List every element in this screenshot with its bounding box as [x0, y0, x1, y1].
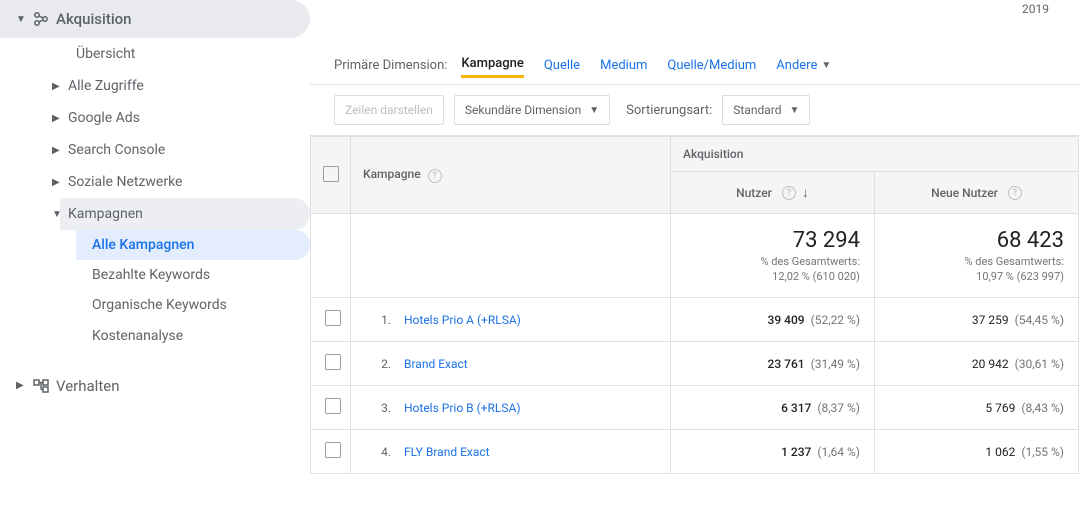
nav-label: Verhalten: [56, 377, 294, 395]
table-row: 3. Hotels Prio B (+RLSA) 6 317(8,37 %) 5…: [311, 386, 1079, 430]
secondary-dimension-button[interactable]: Sekundäre Dimension ▼: [454, 95, 610, 125]
dimension-medium[interactable]: Medium: [600, 58, 647, 73]
users-header[interactable]: Nutzer ? ↓: [671, 172, 875, 214]
nav-item-organische-keywords[interactable]: Organische Keywords: [76, 290, 310, 320]
nav-item-kampagnen[interactable]: Kampagnen: [60, 198, 310, 230]
dimension-quelle-medium[interactable]: Quelle/Medium: [667, 58, 756, 73]
dimension-kampagne[interactable]: Kampagne: [461, 56, 523, 78]
row-checkbox[interactable]: [325, 442, 341, 458]
checkbox-header: [311, 137, 351, 214]
help-icon[interactable]: ?: [428, 169, 442, 183]
dropdown-icon: ▼: [821, 60, 831, 71]
behavior-icon: [32, 377, 56, 395]
row-index: 1.: [365, 313, 391, 327]
total-new-users: 68 423 % des Gesamtwerts: 10,97 % (623 9…: [875, 214, 1079, 298]
chevron-right-icon: [52, 177, 68, 188]
sidebar: ▼ Akquisition Übersicht Alle Zugriffe Go…: [0, 0, 310, 505]
nav-item-label: Alle Kampagnen: [92, 237, 194, 253]
dimension-label: Primäre Dimension:: [334, 58, 447, 73]
nav-item-label: Google Ads: [68, 110, 140, 126]
nav-item-alle-zugriffe[interactable]: Alle Zugriffe: [60, 70, 310, 102]
help-icon[interactable]: ?: [782, 186, 796, 200]
campaign-header[interactable]: Kampagne ?: [351, 137, 671, 214]
nav-item-google-ads[interactable]: Google Ads: [60, 102, 310, 134]
chevron-right-icon: [52, 145, 68, 156]
totals-row: 73 294 % des Gesamtwerts: 12,02 % (610 0…: [311, 214, 1079, 298]
nav-item-label: Übersicht: [76, 46, 135, 62]
nav-item-uebersicht[interactable]: Übersicht: [60, 38, 310, 70]
nav-item-kostenanalyse[interactable]: Kostenanalyse: [76, 321, 310, 351]
nav-item-label: Kampagnen: [68, 206, 143, 222]
header-label: Neue Nutzer: [931, 186, 998, 200]
plot-rows-button[interactable]: Zeilen darstellen: [334, 95, 444, 125]
sort-type-button[interactable]: Standard ▼: [722, 95, 810, 125]
nav-item-label: Alle Zugriffe: [68, 78, 144, 94]
row-index: 3.: [365, 401, 391, 415]
nav-section-akquisition[interactable]: ▼ Akquisition: [0, 0, 310, 38]
table-row: 1. Hotels Prio A (+RLSA) 39 409(52,22 %)…: [311, 298, 1079, 342]
nav-item-soziale-netzwerke[interactable]: Soziale Netzwerke: [60, 166, 310, 198]
button-label: Standard: [733, 103, 781, 117]
button-label: Sekundäre Dimension: [465, 103, 581, 117]
chevron-right-icon: [52, 81, 68, 92]
nav-item-label: Search Console: [68, 142, 165, 158]
dimension-label: Andere: [776, 58, 817, 73]
nav-label: Akquisition: [56, 10, 294, 28]
select-all-checkbox[interactable]: [323, 166, 339, 182]
chevron-right-icon: ▶: [16, 380, 32, 391]
campaign-link[interactable]: Hotels Prio A (+RLSA): [404, 313, 521, 327]
nav-item-bezahlte-keywords[interactable]: Bezahlte Keywords: [76, 260, 310, 290]
help-icon[interactable]: ?: [1008, 186, 1022, 200]
nav-item-label: Kostenanalyse: [92, 328, 183, 344]
header-label: Nutzer: [736, 186, 772, 200]
controls-bar: Zeilen darstellen Sekundäre Dimension ▼ …: [310, 85, 1079, 136]
chevron-down-icon: [52, 209, 68, 220]
nav-section-verhalten[interactable]: ▶ Verhalten: [0, 367, 310, 405]
campaign-link[interactable]: Brand Exact: [404, 357, 468, 371]
row-checkbox[interactable]: [325, 398, 341, 414]
table-row: 4. FLY Brand Exact 1 237(1,64 %) 1 062(1…: [311, 430, 1079, 474]
report-table: Kampagne ? Akquisition Nutzer ? ↓: [310, 136, 1079, 474]
nav-item-search-console[interactable]: Search Console: [60, 134, 310, 166]
nav-item-label: Bezahlte Keywords: [92, 267, 210, 283]
dropdown-icon: ▼: [789, 105, 799, 116]
dropdown-icon: ▼: [589, 105, 599, 116]
row-checkbox[interactable]: [325, 354, 341, 370]
campaign-link[interactable]: Hotels Prio B (+RLSA): [404, 401, 521, 415]
dimension-andere[interactable]: Andere ▼: [776, 58, 831, 73]
chevron-down-icon: ▼: [16, 14, 32, 25]
nav-item-label: Soziale Netzwerke: [68, 174, 182, 190]
chevron-right-icon: [52, 113, 68, 124]
new-users-header[interactable]: Neue Nutzer ?: [875, 172, 1079, 214]
row-index: 4.: [365, 445, 391, 459]
primary-dimension-bar: Primäre Dimension: Kampagne Quelle Mediu…: [310, 44, 1079, 85]
main-content: 2019 Primäre Dimension: Kampagne Quelle …: [310, 0, 1079, 505]
row-checkbox[interactable]: [325, 310, 341, 326]
nav-item-alle-kampagnen[interactable]: Alle Kampagnen: [76, 230, 310, 260]
table-row: 2. Brand Exact 23 761(31,49 %) 20 942(30…: [311, 342, 1079, 386]
nav-item-label: Organische Keywords: [92, 297, 227, 313]
sort-label: Sortierungsart:: [626, 103, 712, 118]
acquisition-icon: [32, 10, 56, 28]
sort-desc-icon: ↓: [802, 184, 809, 201]
acquisition-group-header: Akquisition: [671, 137, 1079, 172]
campaign-link[interactable]: FLY Brand Exact: [404, 445, 490, 459]
year-label: 2019: [1022, 2, 1049, 16]
header-label: Kampagne: [363, 167, 421, 181]
total-users: 73 294 % des Gesamtwerts: 12,02 % (610 0…: [671, 214, 875, 298]
dimension-quelle[interactable]: Quelle: [544, 58, 580, 73]
row-index: 2.: [365, 357, 391, 371]
